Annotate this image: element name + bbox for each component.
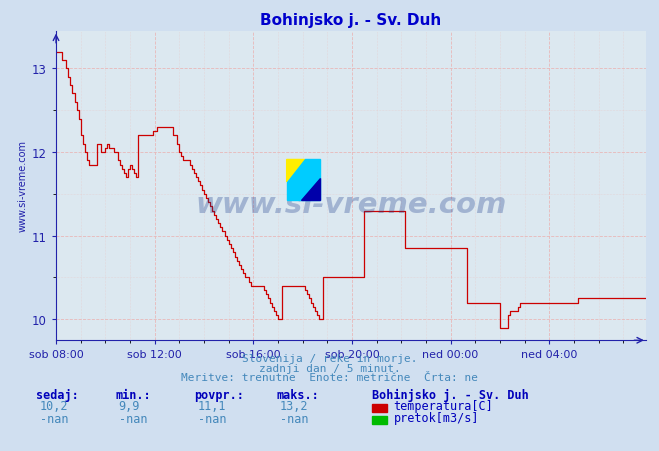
Text: 11,1: 11,1 xyxy=(198,400,226,413)
Text: -nan: -nan xyxy=(198,412,226,425)
Text: zadnji dan / 5 minut.: zadnji dan / 5 minut. xyxy=(258,363,401,373)
Text: -nan: -nan xyxy=(280,412,308,425)
Text: maks.:: maks.: xyxy=(277,388,320,401)
Text: -nan: -nan xyxy=(119,412,147,425)
Text: 13,2: 13,2 xyxy=(280,400,308,413)
Text: www.si-vreme.com: www.si-vreme.com xyxy=(195,191,507,219)
Text: pretok[m3/s]: pretok[m3/s] xyxy=(393,411,479,424)
Y-axis label: www.si-vreme.com: www.si-vreme.com xyxy=(18,140,28,232)
Text: 9,9: 9,9 xyxy=(119,400,140,413)
Text: temperatura[C]: temperatura[C] xyxy=(393,399,493,412)
Title: Bohinjsko j. - Sv. Duh: Bohinjsko j. - Sv. Duh xyxy=(260,13,442,28)
Text: Meritve: trenutne  Enote: metrične  Črta: ne: Meritve: trenutne Enote: metrične Črta: … xyxy=(181,373,478,382)
Text: Slovenija / reke in morje.: Slovenija / reke in morje. xyxy=(242,353,417,363)
Text: Bohinjsko j. - Sv. Duh: Bohinjsko j. - Sv. Duh xyxy=(372,388,529,401)
Text: -nan: -nan xyxy=(40,412,68,425)
Text: min.:: min.: xyxy=(115,388,151,401)
Text: povpr.:: povpr.: xyxy=(194,388,244,401)
Text: sedaj:: sedaj: xyxy=(36,388,79,401)
Text: 10,2: 10,2 xyxy=(40,400,68,413)
